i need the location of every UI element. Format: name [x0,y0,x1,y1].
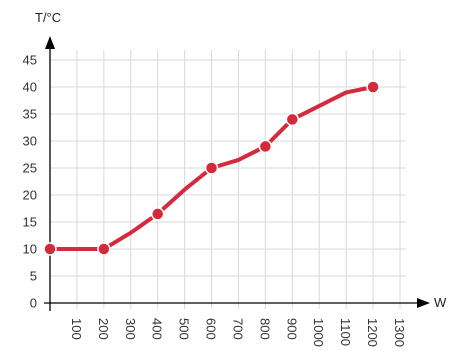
y-tick-label: 30 [23,134,37,149]
x-axis-label: W [434,295,447,310]
y-tick-label: 5 [30,269,37,284]
y-tick-label: 35 [23,107,37,122]
y-tick-label: 25 [23,161,37,176]
data-point [97,242,111,256]
x-tick-label: 100 [69,318,84,340]
x-tick-label: 600 [204,318,219,340]
data-point [43,242,57,256]
grid [50,50,406,309]
x-tick-label: 800 [257,318,272,340]
y-axis-label: T/°C [35,10,61,25]
x-tick-label: 700 [230,318,245,340]
x-tick-label: 300 [123,318,138,340]
x-tick-label: 1100 [338,318,353,346]
y-tick-label: 45 [23,53,37,68]
x-tick-label: 500 [177,318,192,340]
x-tick-label: 900 [284,318,299,340]
x-tick-label: 1000 [311,318,326,347]
y-tick-label: 20 [23,188,37,203]
x-axis-arrow [417,298,430,308]
y-tick-label: 40 [23,80,37,95]
x-tick-label: 400 [150,318,165,340]
axes [44,36,430,311]
x-tick-labels: 100 200 300 400 500 600 700 800 900 1000 1100 1200 1… [69,318,407,347]
data-point [150,207,165,221]
y-tick-label: 10 [23,242,37,257]
x-tick-label: 200 [96,318,111,340]
y-tick-labels: 0 5 10 15 20 25 30 35 40 45 [23,53,37,311]
data-point [204,161,219,175]
y-tick-label: 15 [23,215,37,230]
y-tick-label: 0 [30,296,37,311]
x-tick-label: 1300 [392,318,407,347]
y-axis-arrow [45,36,55,49]
data-point [285,112,300,127]
data-point [258,139,273,154]
data-point [366,80,380,94]
data-markers [43,80,380,256]
x-tick-label: 1200 [365,318,380,347]
